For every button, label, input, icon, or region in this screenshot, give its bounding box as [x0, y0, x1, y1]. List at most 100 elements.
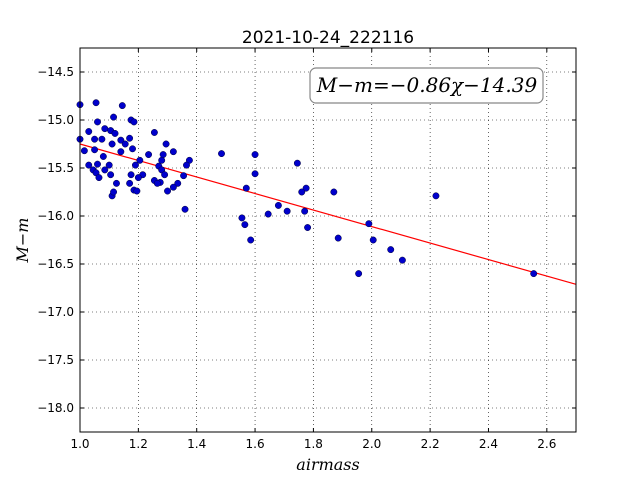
- data-point: [218, 150, 225, 158]
- y-tick-labels: −14.5 −15.0 −15.5 −16.0 −16.5 −17.0 −17.5 −18.0: [37, 65, 74, 415]
- x-tick-label: 2.4: [479, 437, 498, 451]
- data-point: [181, 205, 189, 213]
- data-point: [121, 140, 129, 148]
- data-point: [117, 148, 125, 156]
- data-point: [131, 161, 139, 169]
- data-point: [85, 161, 93, 169]
- data-point: [183, 161, 190, 169]
- x-tick-label: 1.4: [187, 437, 206, 451]
- x-tick-label: 1.6: [246, 437, 265, 451]
- x-tick-label: 1.8: [304, 437, 323, 451]
- data-point: [150, 129, 158, 136]
- data-point: [133, 187, 141, 195]
- y-tick-label: −15.0: [37, 113, 74, 127]
- grid: [79, 48, 576, 432]
- x-tick-label: 1.0: [70, 437, 89, 451]
- data-point: [85, 128, 93, 135]
- data-point: [98, 135, 106, 143]
- data-point: [101, 125, 109, 133]
- data-point: [298, 188, 306, 196]
- data-point: [169, 148, 177, 156]
- data-point: [130, 118, 138, 126]
- data-point: [145, 151, 153, 159]
- data-point: [369, 236, 377, 244]
- x-tick-label: 2.6: [537, 437, 556, 451]
- data-point: [247, 236, 255, 244]
- y-tick-label: −15.5: [37, 161, 74, 175]
- data-point: [159, 151, 167, 159]
- data-point: [283, 207, 291, 215]
- x-tick-labels: 1.0 1.2 1.4 1.6 1.8 2.0 2.2 2.4 2.6: [70, 437, 556, 451]
- y-tick-label: −16.0: [37, 209, 74, 223]
- data-point: [105, 161, 113, 169]
- x-axis-label: airmass: [296, 455, 359, 474]
- y-tick-label: −18.0: [37, 401, 74, 415]
- y-axis-label: M−m: [13, 218, 32, 264]
- y-tick-label: −14.5: [37, 65, 74, 79]
- data-point: [174, 179, 182, 187]
- data-point: [304, 224, 312, 231]
- data-point: [251, 170, 259, 178]
- data-point: [117, 136, 125, 144]
- data-point: [169, 183, 177, 191]
- data-point: [94, 118, 101, 126]
- data-point: [107, 171, 115, 179]
- data-point: [126, 134, 134, 142]
- data-point: [530, 270, 538, 278]
- data-point: [241, 221, 249, 229]
- data-point: [161, 171, 169, 179]
- data-point: [101, 166, 109, 174]
- data-points: [76, 99, 538, 278]
- data-point: [365, 220, 373, 228]
- chart-title: 2021-10-24_222116: [242, 28, 414, 48]
- data-point: [80, 147, 88, 155]
- data-point: [111, 129, 119, 137]
- data-point: [134, 174, 142, 182]
- data-point: [293, 159, 301, 167]
- data-point: [432, 192, 440, 200]
- y-tick-label: −16.5: [37, 257, 74, 271]
- data-point: [92, 99, 100, 107]
- data-point: [264, 210, 272, 218]
- data-point: [99, 153, 107, 160]
- data-point: [398, 256, 406, 264]
- annotation-box: [309, 67, 544, 104]
- data-point: [113, 179, 120, 187]
- data-point: [108, 140, 116, 148]
- data-point: [110, 113, 118, 121]
- data-point: [94, 160, 101, 168]
- data-point: [95, 174, 103, 182]
- data-point: [180, 172, 188, 180]
- data-point: [110, 188, 118, 196]
- fit-equation-annotation: M−m=−0.86χ−14.39: [309, 67, 544, 104]
- y-tick-label: −17.0: [37, 305, 74, 319]
- plot-frame: [79, 47, 577, 433]
- data-point: [118, 102, 126, 110]
- data-point: [126, 179, 134, 187]
- data-point: [129, 145, 136, 153]
- data-point: [164, 187, 171, 195]
- data-point: [274, 201, 282, 209]
- data-point: [330, 188, 338, 196]
- data-point: [91, 146, 99, 154]
- data-point: [242, 184, 250, 192]
- x-tick-label: 2.0: [362, 437, 381, 451]
- data-point: [301, 207, 309, 215]
- annotation-text: M−m=−0.86χ−14.39: [316, 73, 538, 97]
- data-point: [127, 171, 135, 179]
- data-point: [387, 246, 395, 254]
- data-point: [162, 140, 170, 148]
- data-point: [153, 179, 161, 187]
- x-tick-label: 2.2: [421, 437, 440, 451]
- x-tick-label: 1.2: [129, 437, 148, 451]
- data-point: [334, 234, 342, 242]
- tick-marks: [79, 48, 576, 432]
- data-point: [355, 270, 363, 278]
- data-point: [302, 184, 310, 192]
- y-tick-label: −17.5: [37, 353, 74, 367]
- data-point: [91, 135, 99, 143]
- data-point: [238, 214, 246, 222]
- data-point: [136, 156, 144, 164]
- data-point: [158, 156, 166, 164]
